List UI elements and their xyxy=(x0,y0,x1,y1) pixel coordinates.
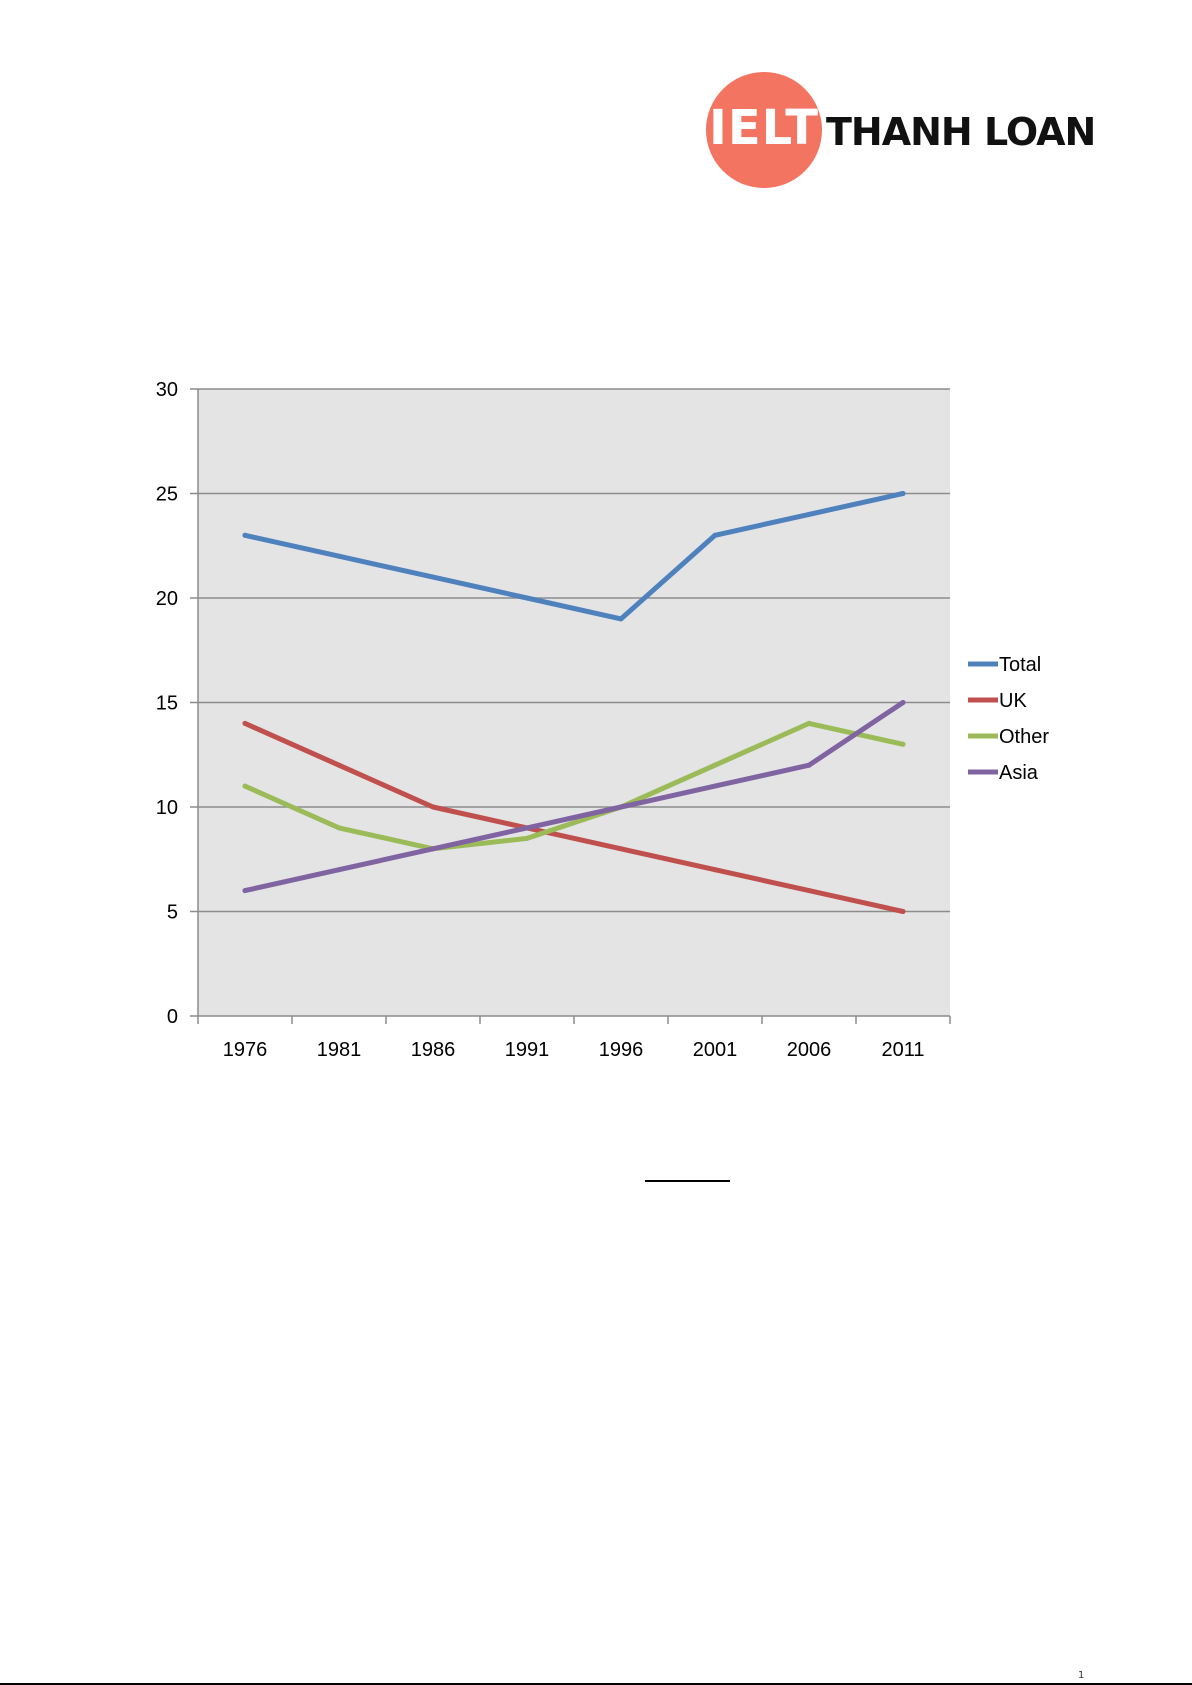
legend-label: Total xyxy=(999,654,1041,676)
legend-item: UK xyxy=(968,690,1027,712)
legend-item: Asia xyxy=(968,762,1039,784)
x-tick-label: 2011 xyxy=(881,1039,924,1061)
legend-item: Other xyxy=(968,726,1049,748)
y-tick-label: 15 xyxy=(156,693,178,715)
page-bottom-border xyxy=(0,1683,1192,1685)
x-tick-label: 1991 xyxy=(505,1039,550,1061)
legend: Total UK Other Asia xyxy=(968,654,1049,784)
x-tick-label: 1996 xyxy=(599,1039,644,1061)
series-lines xyxy=(242,491,906,914)
series-line xyxy=(242,720,906,914)
data-point xyxy=(712,762,718,768)
data-point xyxy=(242,783,248,789)
series-asia xyxy=(242,700,906,894)
y-tick-label: 5 xyxy=(167,902,178,924)
data-point xyxy=(900,700,906,705)
page-mark: 1 xyxy=(1078,1670,1085,1681)
logo-badge xyxy=(706,72,822,188)
data-point xyxy=(712,532,718,538)
series-line xyxy=(242,720,906,852)
logo-badge-text: IELTS xyxy=(709,100,855,156)
data-point xyxy=(806,720,812,726)
data-point xyxy=(806,888,812,894)
data-point xyxy=(618,846,624,852)
x-tick-label: 1986 xyxy=(411,1039,456,1061)
data-point xyxy=(336,867,342,873)
legend-label: Asia xyxy=(999,762,1039,784)
y-tick-label: 25 xyxy=(156,484,178,506)
series-line xyxy=(242,491,906,622)
data-point xyxy=(712,867,718,873)
data-point xyxy=(524,825,530,831)
legend-label: Other xyxy=(999,726,1049,748)
data-point xyxy=(242,888,248,894)
data-point xyxy=(900,491,906,496)
x-tick-label: 1981 xyxy=(317,1039,362,1061)
x-tick-label: 1976 xyxy=(223,1039,268,1061)
data-point xyxy=(430,574,436,580)
series-total xyxy=(242,491,906,622)
line-chart: 0 5 10 15 20 25 30 1976 1981 1986 1991 1996 2001 2006… xyxy=(156,379,1050,1061)
x-tick-label: 2001 xyxy=(693,1039,738,1061)
data-point xyxy=(336,553,342,559)
y-tick-label: 20 xyxy=(156,588,178,610)
data-point xyxy=(712,783,718,789)
data-point xyxy=(618,804,624,810)
data-point xyxy=(242,532,248,538)
data-point xyxy=(806,762,812,768)
axes: 0 5 10 15 20 25 30 1976 1981 1986 1991 1996 2001 2006… xyxy=(156,379,951,1061)
logo-brand-name: THANH LOAN xyxy=(826,110,1096,154)
y-tick-label: 0 xyxy=(167,1006,178,1028)
data-point xyxy=(900,909,906,914)
brand-logo: IELTS THANH LOAN xyxy=(706,72,1096,188)
legend-item: Total xyxy=(968,654,1041,676)
data-point xyxy=(336,762,342,768)
x-tick-label: 2006 xyxy=(787,1039,832,1061)
data-point xyxy=(524,595,530,601)
data-point xyxy=(900,741,906,747)
data-point xyxy=(336,825,342,831)
series-line xyxy=(242,700,906,894)
plot-area xyxy=(198,388,950,1016)
legend-label: UK xyxy=(999,690,1027,712)
data-point xyxy=(524,835,530,841)
data-point xyxy=(806,511,812,517)
data-point xyxy=(430,846,436,852)
underline-rule xyxy=(645,1180,730,1182)
y-tick-label: 10 xyxy=(156,797,178,819)
y-tick-label: 30 xyxy=(156,379,178,401)
data-point xyxy=(242,720,248,726)
data-point xyxy=(430,804,436,810)
data-point xyxy=(618,616,624,622)
